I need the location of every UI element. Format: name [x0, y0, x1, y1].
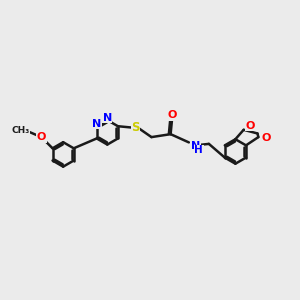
Text: O: O [37, 132, 46, 142]
Text: N: N [92, 119, 101, 129]
Text: S: S [131, 121, 140, 134]
Text: O: O [245, 121, 254, 131]
Text: N: N [103, 113, 112, 123]
Text: O: O [262, 133, 271, 143]
Text: CH₃: CH₃ [12, 126, 30, 135]
Text: O: O [167, 110, 177, 120]
Text: N: N [191, 141, 200, 151]
Text: H: H [194, 146, 203, 155]
